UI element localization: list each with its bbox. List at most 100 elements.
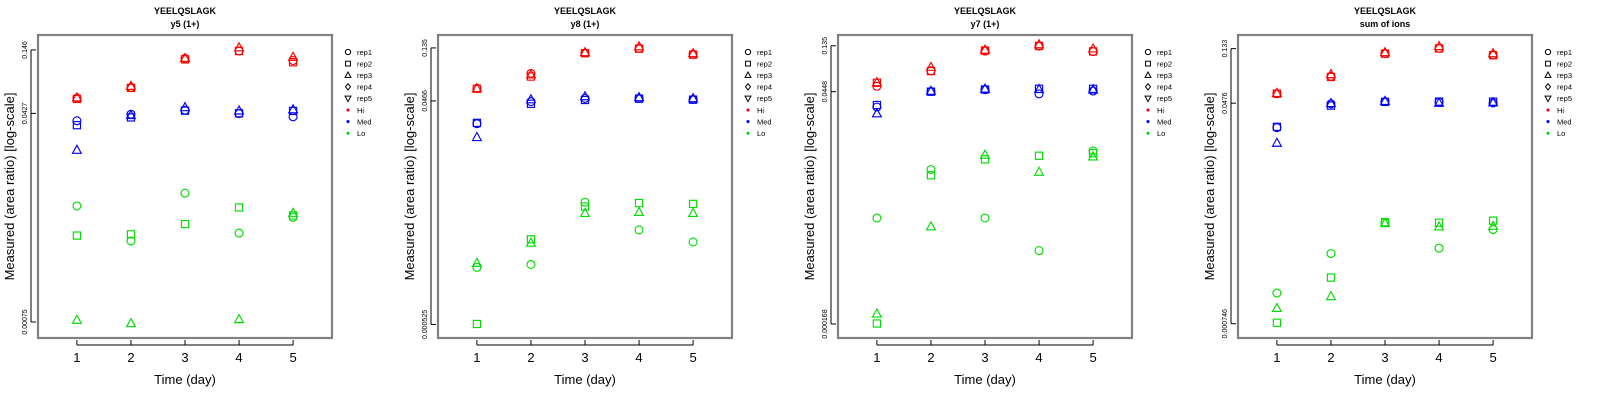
data-point — [72, 201, 82, 211]
data-point — [234, 228, 244, 238]
y-tick-label: 0.0476 — [1222, 92, 1229, 114]
panel-plot-area: YEELQSLAGK y8 (1+) 0.135 0.0466 0.000525 1 2 3 4… — [402, 6, 772, 387]
legend-symbol-rep3 — [344, 70, 352, 78]
data-point — [180, 188, 190, 198]
legend-symbol-rep2 — [345, 60, 351, 67]
data-point — [125, 80, 137, 90]
data-point — [1433, 40, 1445, 51]
data-point — [526, 235, 536, 244]
legend-label-rep4: rep4 — [1557, 83, 1572, 92]
data-point — [233, 313, 245, 324]
x-tick-label: 5 — [689, 350, 696, 365]
legend-symbol-rep2 — [1145, 60, 1151, 67]
legend-symbol-Med — [1546, 120, 1550, 124]
legend-symbol-rep4 — [1544, 82, 1552, 91]
data-point — [288, 58, 298, 67]
legend-symbol-rep5 — [1544, 95, 1552, 103]
data-point — [1272, 288, 1282, 298]
data-point — [926, 66, 936, 76]
legend-symbol-rep3 — [1144, 70, 1152, 78]
data-point — [580, 197, 590, 207]
data-point — [72, 116, 82, 126]
legend: rep1 rep2 rep3 rep4 rep5 Hi Med Lo — [344, 48, 372, 138]
plot-frame — [36, 33, 334, 340]
data-point — [1326, 273, 1336, 282]
data-point — [125, 109, 137, 120]
legend-label-rep5: rep5 — [1157, 94, 1172, 103]
y-tick-label: 0.000746 — [1222, 309, 1229, 338]
data-point — [979, 82, 991, 93]
data-point — [525, 93, 537, 104]
data-point — [634, 198, 644, 208]
legend-symbol-rep4 — [344, 82, 352, 91]
data-point — [979, 148, 991, 159]
legend-symbol-Lo — [1546, 131, 1550, 135]
legend-label-rep1: rep1 — [757, 48, 772, 57]
legend-symbol-Hi — [746, 108, 750, 112]
data-point — [979, 43, 991, 54]
legend: rep1 rep2 rep3 rep4 rep5 Hi Med Lo — [744, 48, 772, 138]
data-point — [1379, 95, 1391, 105]
x-tick-label: 3 — [581, 350, 588, 365]
legend-label-rep1: rep1 — [1557, 48, 1572, 57]
legend-symbol-rep2 — [1545, 60, 1551, 67]
data-point — [126, 230, 136, 239]
legend-symbol-Hi — [1546, 108, 1550, 112]
legend-label-Hi: Hi — [1557, 106, 1564, 115]
x-tick-label: 4 — [235, 350, 242, 365]
data-point — [1325, 290, 1337, 301]
data-point — [1433, 97, 1445, 107]
data-point — [872, 213, 882, 223]
data-point — [234, 203, 244, 212]
data-point — [1034, 246, 1044, 256]
x-tick-label: 3 — [181, 350, 188, 365]
data-point — [471, 82, 483, 93]
data-point — [525, 68, 537, 79]
x-tick-label: 5 — [289, 350, 296, 365]
x-tick-label: 1 — [873, 350, 880, 365]
panel-title: YEELQSLAGK — [1354, 6, 1417, 16]
data-point — [1033, 83, 1045, 94]
x-tick-label: 4 — [635, 350, 642, 365]
plot-frame — [436, 33, 734, 340]
y-tick-label: 0.000525 — [422, 310, 429, 339]
data-point — [472, 118, 482, 128]
x-tick-label: 1 — [1273, 350, 1280, 365]
plot-frame — [836, 33, 1134, 340]
panel-subtitle: y5 (1+) — [171, 19, 200, 29]
data-point — [1034, 151, 1044, 160]
legend-label-rep3: rep3 — [757, 71, 772, 80]
data-point — [579, 46, 591, 57]
data-point — [1087, 42, 1099, 53]
legend-symbol-Hi — [346, 108, 350, 112]
data-point — [634, 225, 644, 235]
legend-label-Hi: Hi — [357, 106, 364, 115]
chart-panel-1: YEELQSLAGK y8 (1+) 0.135 0.0466 0.000525 1 2 3 4… — [400, 0, 800, 400]
legend-label-rep4: rep4 — [1157, 83, 1172, 92]
legend-label-Lo: Lo — [1157, 129, 1165, 138]
data-point — [72, 231, 82, 240]
panel-plot-area: YEELQSLAGK y5 (1+) 0.146 0.0427 0.00075 1 2 3 4 5… — [2, 6, 372, 387]
legend-label-rep2: rep2 — [757, 59, 772, 68]
legend: rep1 rep2 rep3 rep4 rep5 Hi Med Lo — [1144, 48, 1172, 138]
legend-label-rep5: rep5 — [1557, 94, 1572, 103]
data-point — [980, 213, 990, 223]
panel-title: YEELQSLAGK — [154, 6, 217, 16]
data-point — [1272, 318, 1282, 327]
panel-subtitle: sum of ions — [1360, 19, 1411, 29]
data-point — [871, 76, 883, 87]
y-tick-label: 0.0427 — [22, 103, 29, 125]
data-point — [687, 207, 699, 218]
data-point — [1379, 217, 1391, 228]
data-point — [526, 259, 536, 269]
data-point — [980, 155, 990, 164]
data-point — [1088, 149, 1098, 158]
panel-title: YEELQSLAGK — [554, 6, 617, 16]
x-axis-label: Time (day) — [554, 372, 616, 387]
legend-label-rep3: rep3 — [357, 71, 372, 80]
data-point — [1434, 43, 1444, 53]
legend-label-rep3: rep3 — [1157, 71, 1172, 80]
panel-title: YEELQSLAGK — [954, 6, 1017, 16]
y-tick-label: 0.135 — [422, 39, 429, 57]
data-point — [1434, 243, 1444, 253]
